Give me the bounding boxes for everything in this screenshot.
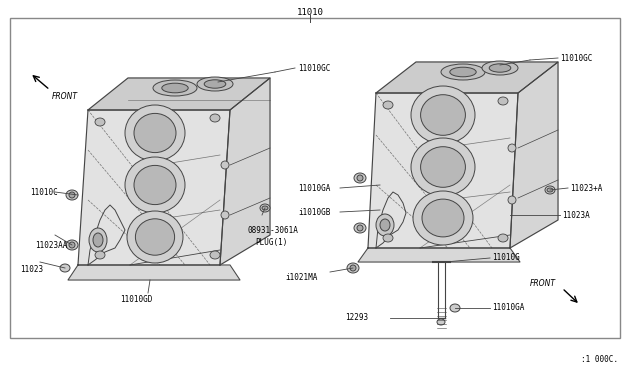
Text: 11010GC: 11010GC <box>560 54 593 62</box>
Text: 11010GD: 11010GD <box>120 295 152 305</box>
Ellipse shape <box>95 118 105 126</box>
Bar <box>10 18 620 338</box>
Polygon shape <box>510 62 558 248</box>
Polygon shape <box>68 265 240 280</box>
Ellipse shape <box>545 186 555 194</box>
Ellipse shape <box>69 242 75 248</box>
Ellipse shape <box>411 138 475 196</box>
Ellipse shape <box>221 161 229 169</box>
Ellipse shape <box>420 95 465 135</box>
Text: 11010GC: 11010GC <box>298 64 330 73</box>
Text: 11023: 11023 <box>20 266 43 275</box>
Ellipse shape <box>354 173 366 183</box>
Ellipse shape <box>380 219 390 231</box>
Ellipse shape <box>498 97 508 105</box>
Text: 11023A: 11023A <box>562 211 589 219</box>
Ellipse shape <box>498 234 508 242</box>
Polygon shape <box>358 248 520 262</box>
Ellipse shape <box>93 233 103 247</box>
Text: 11010GA: 11010GA <box>492 304 524 312</box>
Ellipse shape <box>547 188 553 192</box>
Polygon shape <box>376 62 558 93</box>
Text: 11010GA: 11010GA <box>298 183 330 192</box>
Ellipse shape <box>260 204 270 212</box>
Ellipse shape <box>262 206 268 210</box>
Ellipse shape <box>376 214 394 236</box>
Ellipse shape <box>197 77 233 91</box>
Ellipse shape <box>357 225 363 231</box>
Ellipse shape <box>354 223 366 233</box>
Ellipse shape <box>204 80 226 88</box>
Ellipse shape <box>411 86 475 144</box>
Ellipse shape <box>437 319 445 325</box>
Ellipse shape <box>350 265 356 271</box>
Ellipse shape <box>489 64 511 72</box>
Text: 08931-3061A: 08931-3061A <box>247 225 298 234</box>
Text: 11010G: 11010G <box>492 253 520 263</box>
Ellipse shape <box>383 101 393 109</box>
Polygon shape <box>78 110 230 265</box>
Ellipse shape <box>508 144 516 152</box>
Ellipse shape <box>383 234 393 242</box>
Ellipse shape <box>60 264 70 272</box>
Ellipse shape <box>95 251 105 259</box>
Polygon shape <box>220 78 270 265</box>
Text: FRONT: FRONT <box>52 92 78 100</box>
Ellipse shape <box>210 251 220 259</box>
Ellipse shape <box>136 219 175 255</box>
Polygon shape <box>368 93 518 248</box>
Ellipse shape <box>422 199 464 237</box>
Ellipse shape <box>357 175 363 181</box>
Ellipse shape <box>162 83 188 93</box>
Ellipse shape <box>125 157 185 213</box>
Ellipse shape <box>125 105 185 161</box>
Ellipse shape <box>347 263 359 273</box>
Text: :1 000C.: :1 000C. <box>581 356 618 365</box>
Text: i1021MA: i1021MA <box>285 273 317 282</box>
Ellipse shape <box>482 61 518 75</box>
Ellipse shape <box>450 67 476 77</box>
Ellipse shape <box>153 80 197 96</box>
Text: i1010GB: i1010GB <box>298 208 330 217</box>
Text: 11023AA: 11023AA <box>35 241 67 250</box>
Ellipse shape <box>66 190 78 200</box>
Ellipse shape <box>127 211 183 263</box>
Text: PLUG(1): PLUG(1) <box>255 237 287 247</box>
Ellipse shape <box>508 196 516 204</box>
Ellipse shape <box>210 114 220 122</box>
Ellipse shape <box>134 113 176 153</box>
Ellipse shape <box>450 304 460 312</box>
Ellipse shape <box>134 166 176 205</box>
Ellipse shape <box>69 192 75 198</box>
Ellipse shape <box>221 211 229 219</box>
Ellipse shape <box>441 64 485 80</box>
Ellipse shape <box>89 228 107 252</box>
Text: FRONT: FRONT <box>530 279 556 288</box>
Text: 11010C: 11010C <box>30 187 58 196</box>
Text: 12293: 12293 <box>345 314 368 323</box>
Text: 11023+A: 11023+A <box>570 183 602 192</box>
Ellipse shape <box>420 147 465 187</box>
Text: 11010: 11010 <box>296 7 323 16</box>
Polygon shape <box>88 78 270 110</box>
Ellipse shape <box>66 240 78 250</box>
Ellipse shape <box>413 191 473 245</box>
